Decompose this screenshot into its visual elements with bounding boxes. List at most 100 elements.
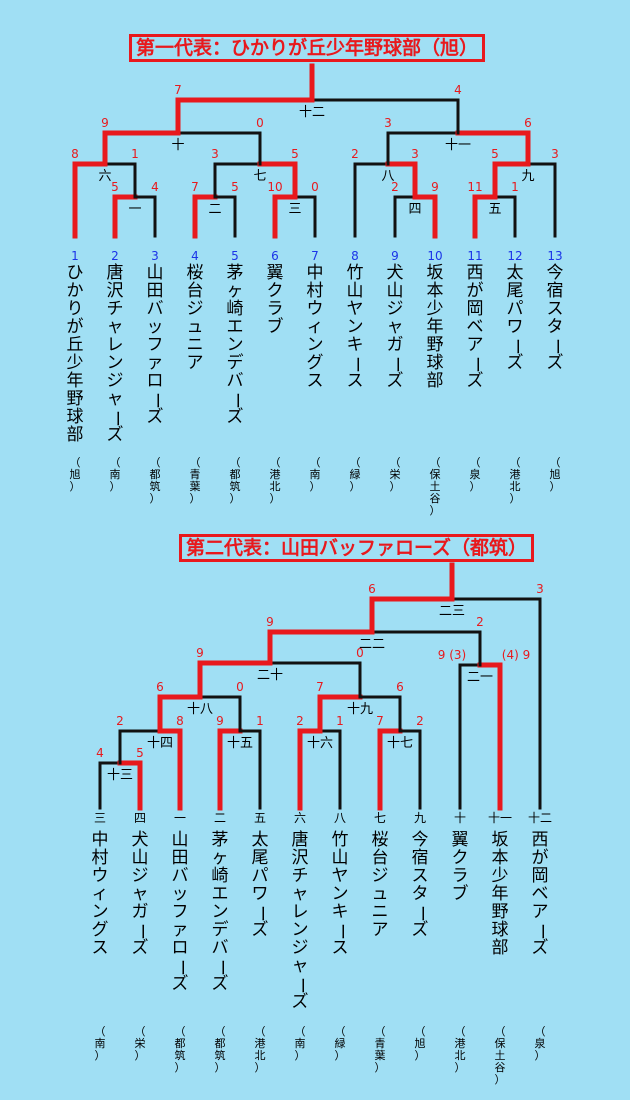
score-right: 2 xyxy=(476,615,484,629)
svg-text:筑: 筑 xyxy=(215,1048,226,1062)
score-right: 5 xyxy=(136,746,144,760)
svg-text:デ: デ xyxy=(227,352,244,373)
score-right: 0 xyxy=(256,116,264,130)
team-number: 7 xyxy=(311,249,319,263)
svg-text:が: が xyxy=(67,317,84,337)
team-area: （保土谷） xyxy=(430,456,441,517)
team-number: 八 xyxy=(334,811,346,825)
svg-text:）: ） xyxy=(390,480,401,493)
team-number: 10 xyxy=(427,249,442,263)
svg-text:港: 港 xyxy=(455,1037,466,1050)
svg-text:ラ: ラ xyxy=(452,866,469,886)
score-left: 6 xyxy=(368,582,376,596)
score-right: 0 xyxy=(356,646,364,660)
score-right: 8 xyxy=(176,714,184,728)
svg-text:ャ: ャ xyxy=(292,884,309,904)
svg-text:保: 保 xyxy=(430,467,441,481)
svg-text:ジ: ジ xyxy=(372,866,389,886)
svg-text:ラ: ラ xyxy=(267,299,284,319)
team-number: 8 xyxy=(351,249,359,263)
team-number: 二 xyxy=(214,811,226,825)
team-area: （緑） xyxy=(350,456,361,493)
svg-text:（: （ xyxy=(230,456,241,469)
svg-text:ひ: ひ xyxy=(67,263,84,283)
svg-text:（: （ xyxy=(70,456,81,469)
score-right: 4 xyxy=(454,83,462,97)
team-area: （栄） xyxy=(390,456,401,493)
score-left: 7 xyxy=(191,180,199,194)
svg-text:宿: 宿 xyxy=(547,281,564,301)
svg-text:翼: 翼 xyxy=(452,830,469,850)
score-left: 9 xyxy=(216,714,224,728)
svg-text:（: （ xyxy=(455,1025,466,1038)
svg-text:ニ: ニ xyxy=(372,902,389,922)
svg-text:（: （ xyxy=(335,1025,346,1038)
team-area: （都筑） xyxy=(150,456,161,505)
team-area: （南） xyxy=(310,456,321,493)
svg-text:葉: 葉 xyxy=(375,1048,386,1062)
svg-text:ズ: ズ xyxy=(467,371,484,391)
svg-text:ブ: ブ xyxy=(267,316,284,337)
game-number: 十 xyxy=(171,138,184,153)
svg-text:パ: パ xyxy=(507,299,524,319)
svg-text:ー: ー xyxy=(132,923,152,940)
svg-text:筑: 筑 xyxy=(230,479,241,493)
team-area: （港北） xyxy=(255,1025,266,1074)
game-number: 七 xyxy=(253,169,266,184)
svg-text:少: 少 xyxy=(67,353,84,373)
team-number: 6 xyxy=(271,249,279,263)
team-number: 七 xyxy=(374,811,386,825)
svg-text:ン: ン xyxy=(347,317,364,337)
game-number: 十八 xyxy=(187,702,213,717)
svg-text:フ: フ xyxy=(172,902,189,922)
score-right: 5 xyxy=(231,180,239,194)
svg-text:（: （ xyxy=(390,456,401,469)
svg-text:）: ） xyxy=(470,480,481,493)
svg-text:唐: 唐 xyxy=(292,829,309,850)
game-number: 五 xyxy=(488,202,501,217)
team-area: （南） xyxy=(95,1025,106,1062)
team-area: （青葉） xyxy=(375,1025,386,1074)
svg-text:ン: ン xyxy=(292,920,309,940)
svg-text:ブ: ブ xyxy=(452,883,469,904)
svg-text:ス: ス xyxy=(547,299,564,319)
svg-text:（: （ xyxy=(350,456,361,469)
svg-text:ュ: ュ xyxy=(372,884,389,904)
team-number: 5 xyxy=(231,249,239,263)
svg-text:ベ: ベ xyxy=(467,317,484,337)
svg-text:ー: ー xyxy=(292,977,312,994)
svg-text:桜: 桜 xyxy=(372,830,389,850)
svg-text:ン: ン xyxy=(307,335,324,355)
svg-text:）: ） xyxy=(375,1061,386,1074)
svg-text:）: ） xyxy=(95,1049,106,1062)
svg-text:）: ） xyxy=(255,1061,266,1074)
score-left: 4 xyxy=(96,746,104,760)
svg-text:ィ: ィ xyxy=(307,317,324,337)
svg-text:港: 港 xyxy=(270,468,281,481)
svg-text:ズ: ズ xyxy=(412,920,429,940)
score-left: 9 xyxy=(266,615,274,629)
score-right: 1 xyxy=(131,147,139,161)
team-number: 十 xyxy=(454,811,466,825)
svg-text:（: （ xyxy=(150,456,161,469)
svg-text:ヤ: ヤ xyxy=(347,299,364,319)
svg-text:北: 北 xyxy=(455,1049,466,1062)
team-area: （旭） xyxy=(550,456,561,493)
svg-text:）: ） xyxy=(135,1049,146,1062)
svg-text:ア: ア xyxy=(532,902,549,922)
svg-text:西: 西 xyxy=(532,830,549,850)
game-number: 十一 xyxy=(445,138,471,153)
svg-text:旭: 旭 xyxy=(550,467,561,481)
team-name: 山田バッファローズ xyxy=(147,263,167,427)
svg-text:部: 部 xyxy=(492,938,509,958)
svg-text:土: 土 xyxy=(430,480,441,493)
svg-text:（: （ xyxy=(270,456,281,469)
